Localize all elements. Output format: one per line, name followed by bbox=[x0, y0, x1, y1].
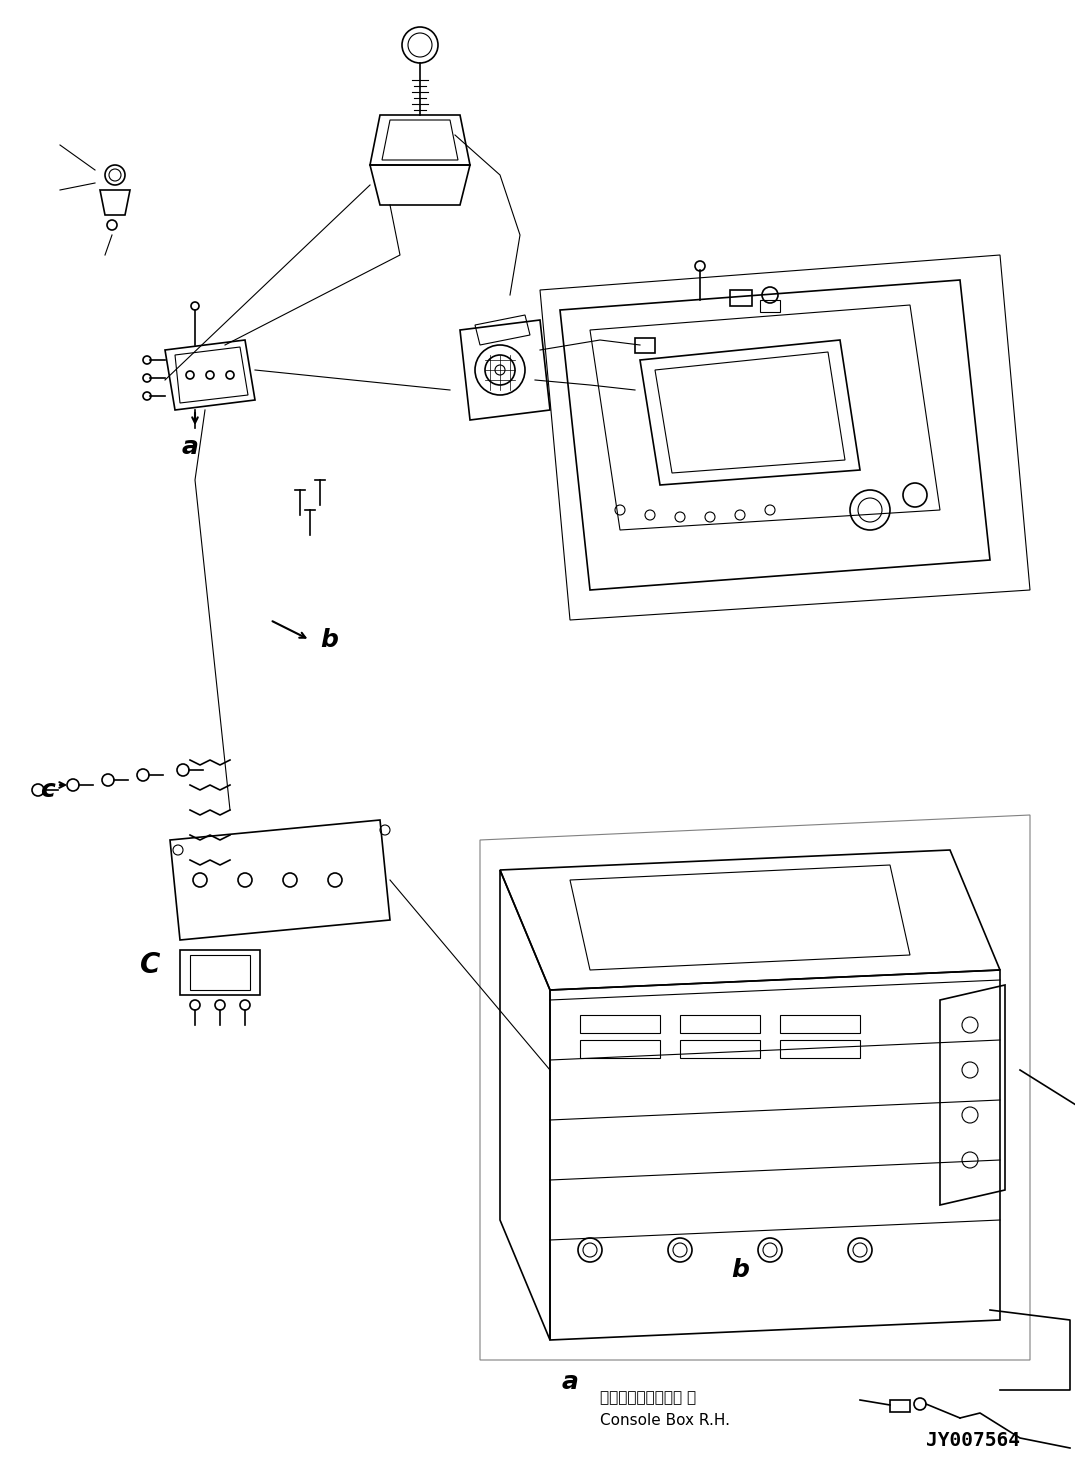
Text: コンソールボックス 右: コンソールボックス 右 bbox=[600, 1391, 697, 1405]
Bar bbox=[680, 1015, 760, 1033]
Bar bbox=[180, 950, 260, 994]
Text: a: a bbox=[182, 435, 199, 460]
Text: b: b bbox=[731, 1258, 749, 1282]
Bar bbox=[780, 1040, 860, 1058]
Bar bbox=[730, 290, 752, 306]
Bar bbox=[760, 300, 780, 312]
Text: Console Box R.H.: Console Box R.H. bbox=[600, 1413, 730, 1427]
Text: b: b bbox=[320, 627, 338, 653]
Text: C: C bbox=[140, 952, 160, 980]
Bar bbox=[780, 1015, 860, 1033]
Bar bbox=[680, 1040, 760, 1058]
Text: c: c bbox=[40, 778, 55, 801]
Text: a: a bbox=[561, 1370, 578, 1393]
Bar bbox=[635, 337, 655, 354]
Bar bbox=[190, 955, 250, 990]
Bar bbox=[580, 1015, 660, 1033]
Bar bbox=[890, 1399, 911, 1413]
Text: JY007564: JY007564 bbox=[926, 1430, 1020, 1449]
Bar bbox=[580, 1040, 660, 1058]
